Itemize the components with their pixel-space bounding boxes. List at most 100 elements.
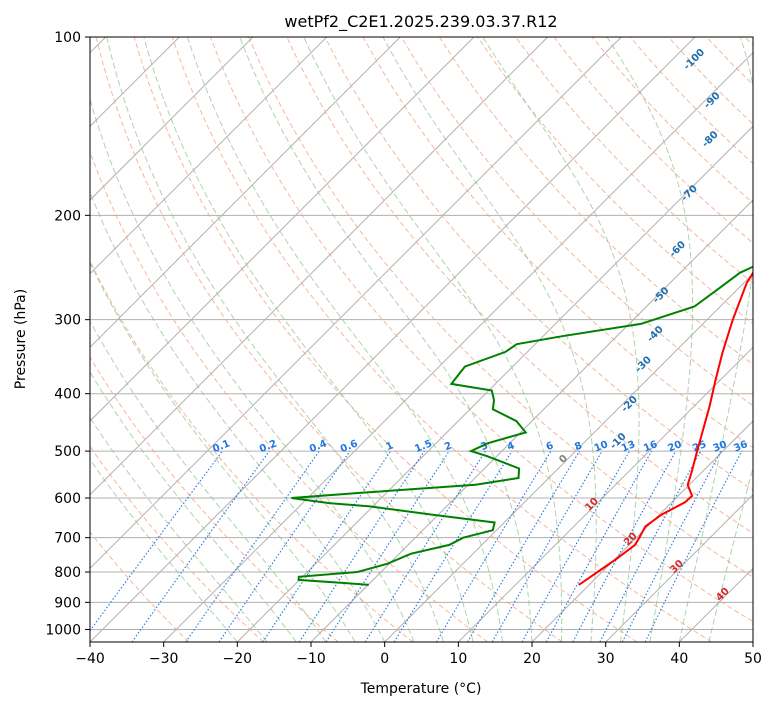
- mixing-ratio-label: 20: [666, 439, 683, 454]
- mixing-ratio-line: [185, 450, 320, 642]
- y-tick-label: 100: [54, 30, 81, 46]
- x-tick-label: −10: [296, 651, 326, 667]
- x-tick-label: 50: [744, 651, 762, 667]
- y-tick-label: 300: [54, 313, 81, 329]
- dry-adiabat-line: [248, 37, 753, 578]
- plot-frame: [89, 36, 754, 643]
- mixing-ratio-line: [364, 450, 486, 642]
- y-tick-label: 800: [54, 565, 81, 581]
- chart-title: wetPf2_C2E1.2025.239.03.37.R12: [284, 12, 557, 32]
- moist-adiabat-line: [382, 37, 597, 642]
- y-tick-label: 900: [54, 595, 81, 611]
- mixing-ratio-label: 8: [573, 440, 584, 453]
- y-tick-label: 1000: [45, 622, 81, 638]
- isotherm-line: [531, 420, 753, 642]
- series-layer: [291, 265, 753, 586]
- tick-layer: −40 −30 −20 −10 0 10 20 30 40 50 100 200 300 400 500 60…: [45, 30, 762, 667]
- mixing-ratio-line: [435, 450, 552, 642]
- mixing-ratio-label: 16: [642, 439, 659, 454]
- moist-adiabat-line: [90, 190, 386, 642]
- isotherm-line: [605, 493, 753, 642]
- mixing-ratio-label: 1: [384, 440, 395, 453]
- mixing-ratio-label: 13: [620, 439, 637, 454]
- mixing-ratio-label: 25: [691, 439, 708, 454]
- moist-adiabat-line: [482, 37, 640, 642]
- dry-adiabat-line: [90, 356, 339, 642]
- dry-adiabat-line: [90, 531, 190, 642]
- y-tick-label: 200: [54, 208, 81, 224]
- dry-adiabat-line: [95, 37, 563, 642]
- moist-adiabat-line: [143, 37, 474, 642]
- mixing-ratio-line: [545, 450, 653, 642]
- mixing-ratio-line: [599, 450, 701, 642]
- mixing-ratio-line: [644, 450, 743, 642]
- dry-adiabat-line: [515, 37, 753, 284]
- moist-adiabat-line: [90, 458, 238, 642]
- mixing-ratio-line: [572, 450, 677, 642]
- mixing-ratio-label: 4: [506, 440, 517, 453]
- dewpoint-profile: [291, 265, 753, 586]
- x-tick-label: 10: [449, 651, 467, 667]
- moist-adiabat-line: [303, 37, 563, 642]
- moist-adiabat-line: [106, 37, 445, 642]
- x-tick-label: −20: [223, 651, 253, 667]
- dry-adiabat-line: [133, 37, 638, 642]
- grid-layer: [90, 37, 753, 642]
- dry-adiabat-line: [90, 150, 488, 642]
- dry-adiabat-line: [171, 37, 712, 642]
- isotherm-line: [90, 37, 401, 349]
- dry-adiabat-line: [90, 445, 264, 642]
- isotherm-line: [90, 37, 549, 496]
- y-tick-label: 400: [54, 387, 81, 403]
- isotherm-line: [90, 37, 254, 201]
- isotherm-line: [90, 37, 475, 422]
- x-axis-label: Temperature (°C): [360, 681, 482, 697]
- mixing-ratio-line: [393, 450, 513, 642]
- mixing-ratio-label: 6: [545, 440, 556, 453]
- y-tick-label: 600: [54, 491, 81, 507]
- mixing-ratio-line: [262, 450, 392, 642]
- temperature-profile: [578, 271, 753, 586]
- x-tick-label: 30: [597, 651, 615, 667]
- moist-adiabat-line: [187, 37, 503, 642]
- x-tick-label: −40: [75, 651, 105, 667]
- isotherm-line: [90, 37, 696, 642]
- mixing-ratio-line: [131, 450, 270, 642]
- mixing-ratio-label: 36: [732, 439, 749, 454]
- x-tick-label: 20: [523, 651, 541, 667]
- moist-adiabat-line: [606, 37, 694, 642]
- moist-adiabat-line: [90, 261, 356, 642]
- isotherm-line: [384, 272, 753, 642]
- dry-adiabat-line: [90, 259, 414, 642]
- moist-adiabat-line: [90, 370, 297, 642]
- mixing-ratio-label: 30: [712, 439, 729, 454]
- x-tick-label: −30: [149, 651, 179, 667]
- mixing-ratio-line: [621, 450, 722, 642]
- dry-adiabat-line: [400, 37, 753, 407]
- mixing-ratio-line: [90, 450, 223, 632]
- x-tick-label: 0: [380, 651, 389, 667]
- mixing-ratio-line: [218, 450, 351, 642]
- mixing-ratio-label: 3: [479, 440, 490, 453]
- mixing-ratio-label: 10: [593, 439, 610, 454]
- y-tick-label: 500: [54, 444, 81, 460]
- moist-adiabat-line: [90, 97, 415, 642]
- isotherm-line: [90, 37, 328, 275]
- moist-adiabat-line: [678, 37, 753, 642]
- mixing-ratio-label: 2: [443, 440, 454, 453]
- isotherm-line: [90, 37, 622, 570]
- x-tick-label: 40: [670, 651, 688, 667]
- y-axis-label: Pressure (hPa): [13, 289, 29, 389]
- dry-adiabat-line: [324, 37, 753, 491]
- mixing-ratio-line: [298, 450, 425, 642]
- isotherm-line: [163, 51, 753, 642]
- mixing-ratio-line: [521, 450, 630, 642]
- dry-adiabat-line: [438, 37, 753, 366]
- isotherm-line: [457, 346, 753, 642]
- dry-adiabat-line: [210, 37, 753, 623]
- moist-adiabat-line: [90, 416, 268, 642]
- y-tick-label: 700: [54, 531, 81, 547]
- moist-adiabat-line: [239, 37, 533, 642]
